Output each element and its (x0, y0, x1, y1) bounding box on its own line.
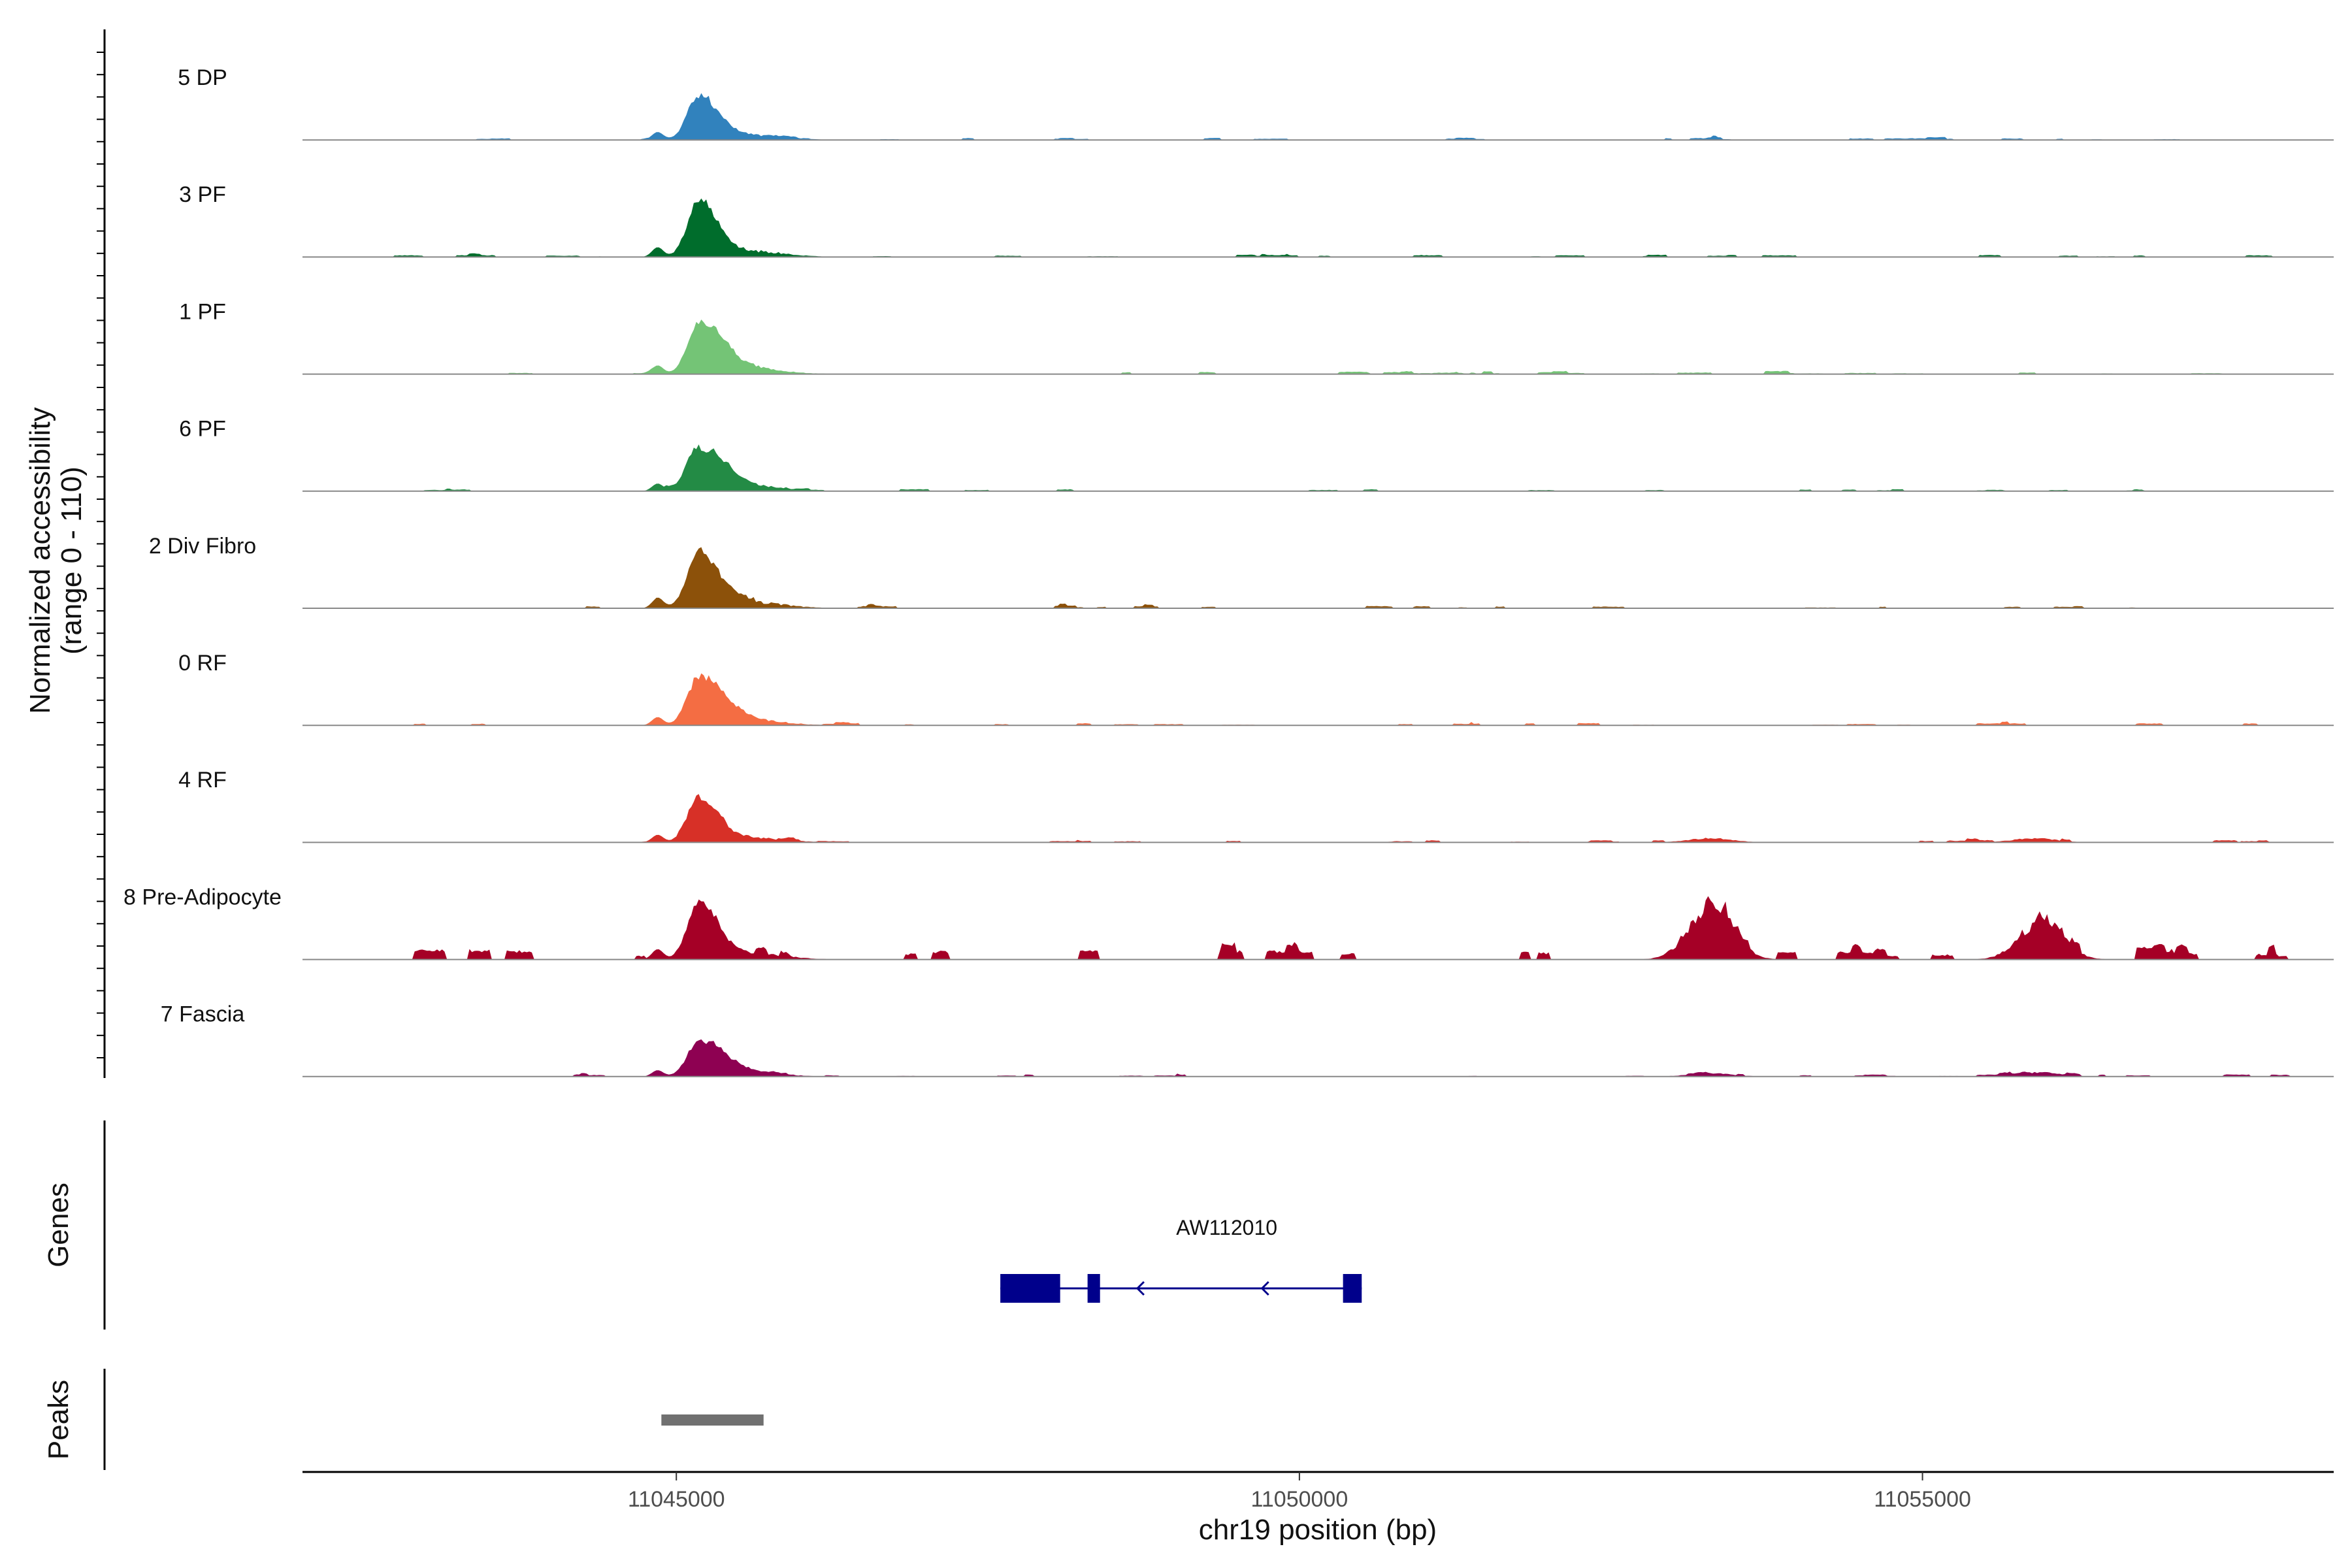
gene-exon (1343, 1274, 1362, 1303)
x-tick-label: 11045000 (628, 1487, 725, 1512)
gene-strand-arrow (1260, 1281, 1269, 1296)
track-labels: 5 DP 3 PF 1 PF 6 PF 2 Div Fibro 0 RF 4 RF 8 Pre… (123, 65, 282, 1027)
y-axis-title: Normalized accessibility (24, 407, 56, 713)
coverage-area-0-rf (302, 673, 2334, 726)
gene-exon (1000, 1274, 1060, 1303)
genes-track-title: Genes (42, 1183, 74, 1267)
gene-strand-arrow (1135, 1281, 1145, 1296)
track-label-8-pre-adipocyte: 8 Pre-Adipocyte (123, 885, 282, 909)
coverage-area-6-pf (302, 444, 2334, 491)
track-label-7-fascia: 7 Fascia (161, 1002, 245, 1027)
track-label-5-dp: 5 DP (178, 65, 227, 90)
x-axis-title: chr19 position (bp) (1199, 1514, 1437, 1546)
gene-exon (1087, 1274, 1100, 1303)
x-tick-label: 11055000 (1874, 1487, 1971, 1512)
peak-track (661, 1414, 764, 1426)
gene-track: AW112010 (1000, 1216, 1362, 1303)
coverage-tracks (302, 93, 2334, 1077)
track-label-0-rf: 0 RF (178, 651, 227, 676)
coverage-area-8-pre-adipocyte (302, 896, 2334, 960)
track-label-3-pf: 3 PF (179, 182, 226, 207)
track-label-6-pf: 6 PF (179, 417, 226, 442)
coverage-area-1-pf (302, 319, 2334, 374)
coverage-area-2-div-fibro (302, 547, 2334, 608)
coverage-area-3-pf (302, 198, 2334, 257)
y-axis-range: (range 0 - 110) (56, 466, 88, 655)
coverage-area-7-fascia (302, 1039, 2334, 1077)
peak-region (661, 1414, 764, 1426)
coverage-area-5-dp (302, 93, 2334, 140)
x-axis-ticks: 11045000 11050000 11055000 (628, 1472, 1971, 1512)
track-label-4-rf: 4 RF (178, 768, 227, 792)
track-label-1-pf: 1 PF (179, 299, 226, 324)
y-axis-ticks (97, 52, 105, 1058)
peaks-track-title: Peaks (42, 1380, 74, 1460)
coverage-area-4-rf (302, 794, 2334, 843)
x-tick-label: 11050000 (1251, 1487, 1348, 1512)
gene-name-label: AW112010 (1176, 1216, 1277, 1239)
track-label-2-div-fibro: 2 Div Fibro (149, 534, 256, 559)
